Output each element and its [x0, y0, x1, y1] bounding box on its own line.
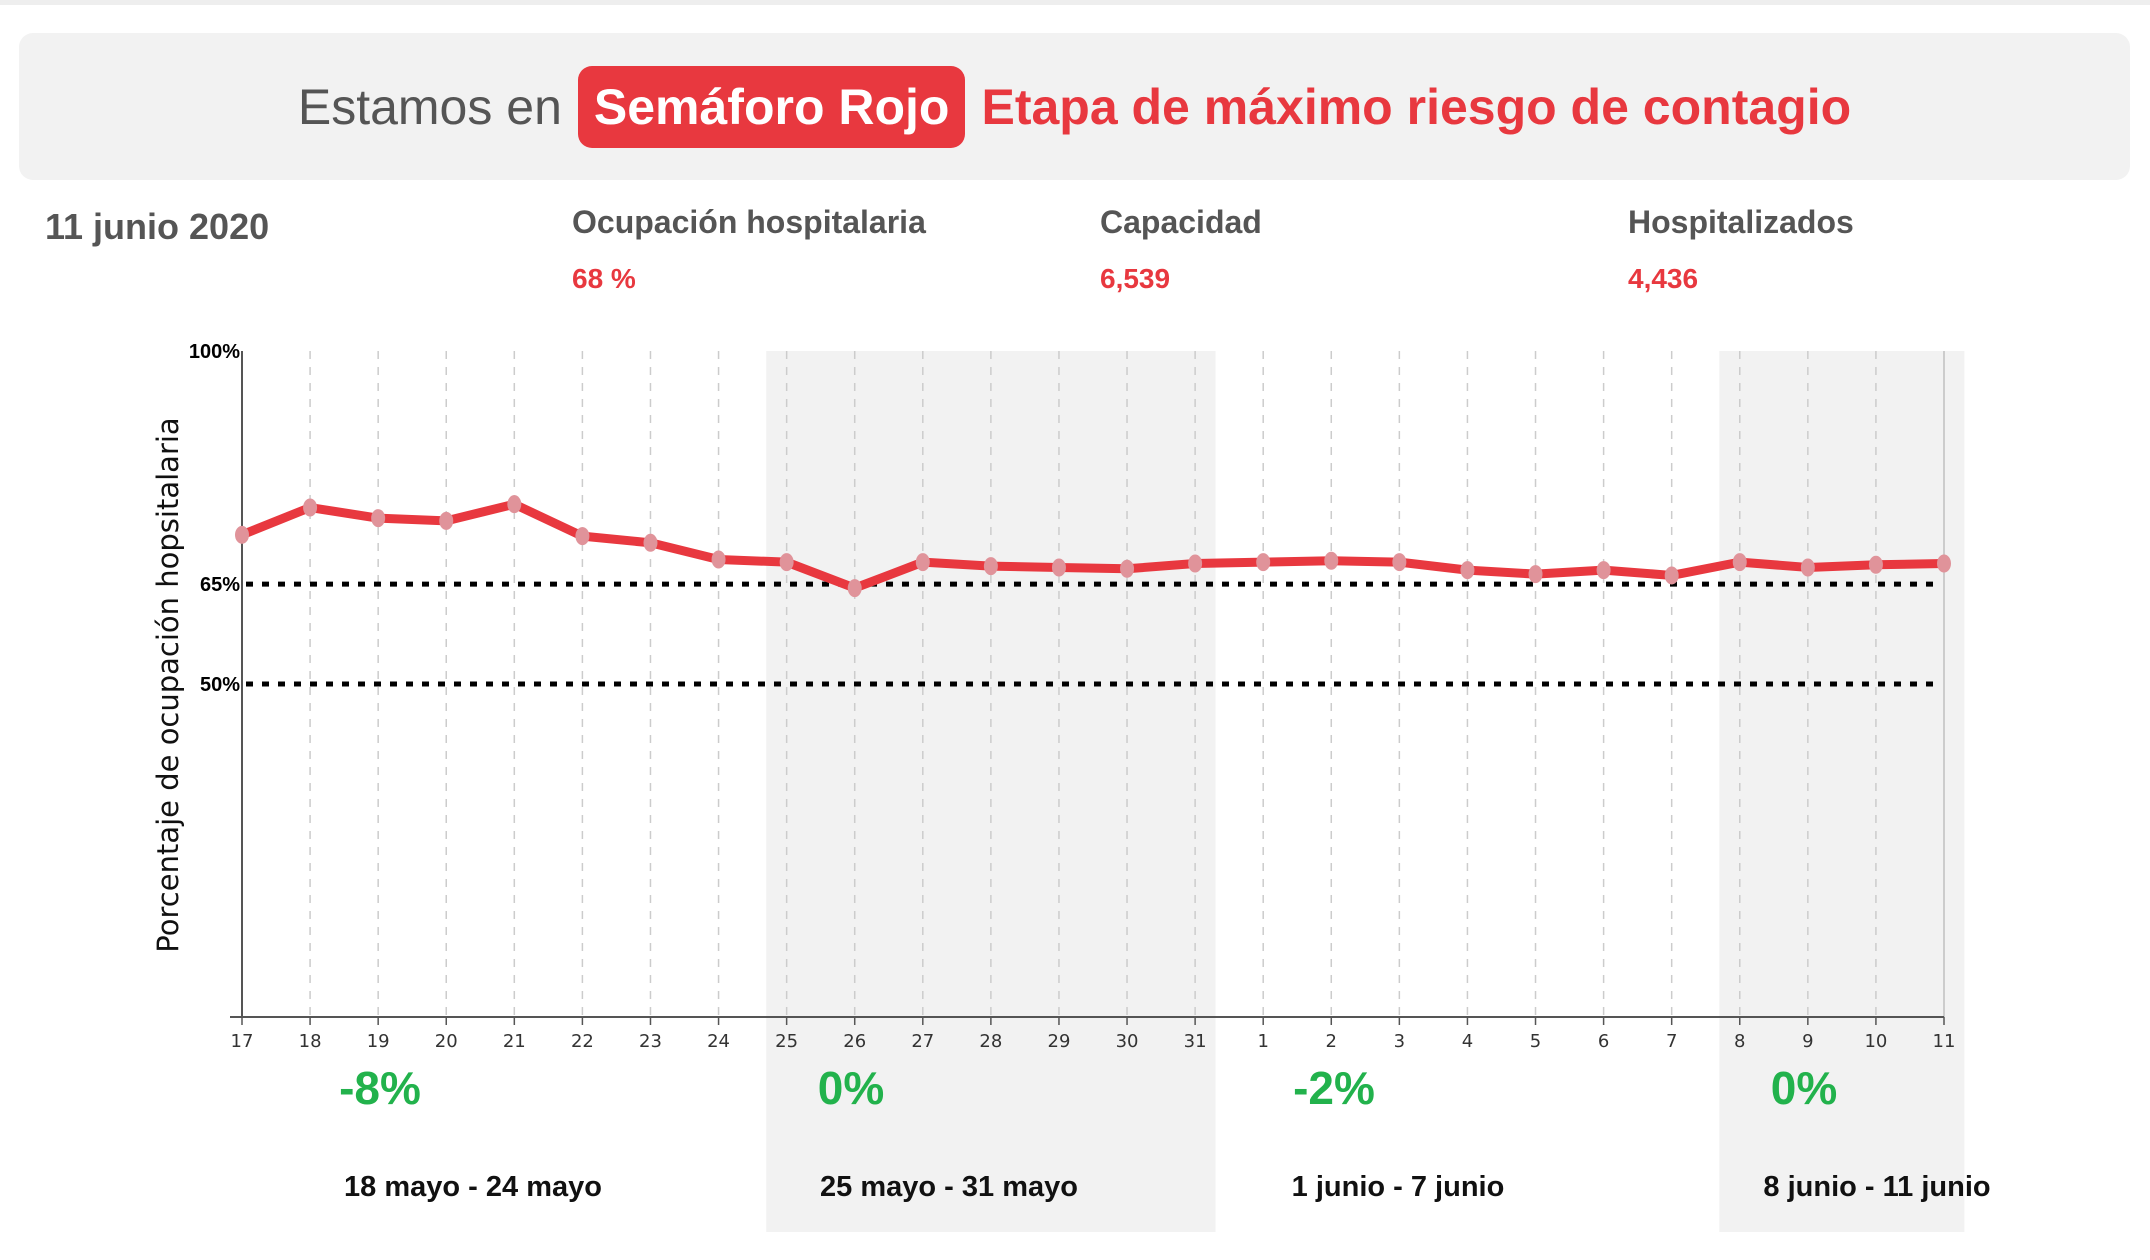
week-change: 0% — [818, 1062, 884, 1114]
data-point — [1120, 559, 1135, 578]
y-tick-label: 50% — [200, 674, 240, 696]
x-tick-label: 23 — [639, 1031, 662, 1052]
banner-stage: Etapa de máximo riesgo de contagio — [981, 78, 1852, 135]
x-tick-label: 20 — [435, 1031, 458, 1052]
week-label: 18 mayo - 24 mayo — [344, 1171, 602, 1203]
occupancy-line — [240, 499, 1945, 593]
data-point — [1596, 561, 1611, 580]
data-point — [1188, 554, 1203, 573]
x-tick-label: 22 — [571, 1031, 594, 1052]
y-axis-label: Porcentaje de ocupación hopsitalaria — [151, 417, 185, 952]
data-point — [575, 527, 590, 546]
x-tick-label: 21 — [503, 1031, 526, 1052]
data-point — [1256, 553, 1271, 572]
week-label: 25 mayo - 31 mayo — [820, 1171, 1078, 1203]
data-point — [1868, 555, 1883, 574]
y-tick-label: 100% — [189, 341, 240, 363]
x-tick-label: 8 — [1734, 1031, 1745, 1052]
x-tick-label: 9 — [1802, 1031, 1813, 1052]
stat-value: 68 % — [572, 263, 636, 294]
week-change: 0% — [1771, 1062, 1837, 1114]
x-tick-label: 5 — [1530, 1031, 1541, 1052]
stat-label: Ocupación hospitalaria — [572, 204, 926, 240]
data-point — [1664, 566, 1679, 585]
stat-label: Hospitalizados — [1628, 204, 1854, 240]
x-tick-label: 31 — [1184, 1031, 1207, 1052]
week-change: -2% — [1293, 1062, 1375, 1114]
data-point — [1324, 551, 1339, 570]
report-date: 11 junio 2020 — [45, 206, 270, 247]
data-point — [1732, 553, 1747, 572]
data-point — [847, 579, 862, 598]
x-tick-label: 24 — [707, 1031, 730, 1052]
week-band — [1719, 351, 1965, 1232]
data-point — [983, 557, 998, 576]
x-tick-label: 1 — [1257, 1031, 1268, 1052]
x-tick-label: 28 — [979, 1031, 1002, 1052]
data-point — [1051, 558, 1066, 577]
data-point — [1528, 565, 1543, 584]
stat-value: 6,539 — [1100, 263, 1171, 294]
x-tick-label: 2 — [1326, 1031, 1337, 1052]
x-tick-label: 29 — [1048, 1031, 1071, 1052]
data-point — [439, 511, 454, 530]
data-point — [711, 550, 726, 569]
status-banner: Estamos en Semáforo Rojo Etapa de máximo… — [19, 33, 2130, 180]
banner-prefix: Estamos en — [297, 78, 562, 135]
stat-capacidad: Capacidad 6,539 — [1100, 204, 1262, 295]
x-tick-label: 25 — [775, 1031, 798, 1052]
stat-ocupacion: Ocupación hospitalaria 68 % — [572, 204, 926, 295]
stat-value: 4,436 — [1628, 263, 1699, 294]
x-tick-label: 6 — [1598, 1031, 1609, 1052]
data-point — [371, 509, 386, 528]
x-tick-label: 4 — [1462, 1031, 1473, 1052]
x-tick-label: 26 — [843, 1031, 866, 1052]
x-tick-label: 10 — [1864, 1031, 1887, 1052]
x-tick-label: 3 — [1394, 1031, 1405, 1052]
x-tick-label: 17 — [231, 1031, 254, 1052]
semaforo-badge: Semáforo Rojo — [577, 65, 966, 148]
x-tick-label: 30 — [1116, 1031, 1139, 1052]
week-label: 1 junio - 7 junio — [1292, 1171, 1505, 1203]
week-change: -8% — [339, 1062, 421, 1114]
data-point — [303, 498, 318, 517]
data-point — [779, 553, 794, 572]
data-point — [507, 495, 522, 514]
data-point — [915, 553, 930, 572]
data-point — [1937, 554, 1951, 573]
data-point — [1392, 553, 1407, 572]
x-tick-label: 18 — [299, 1031, 322, 1052]
stat-label: Capacidad — [1100, 204, 1262, 240]
data-point — [1460, 561, 1475, 580]
data-point — [235, 525, 249, 544]
x-tick-label: 11 — [1933, 1031, 1956, 1052]
stat-hospitalizados: Hospitalizados 4,436 — [1628, 204, 1854, 295]
week-label: 8 junio - 11 junio — [1763, 1171, 1990, 1203]
x-tick-label: 7 — [1666, 1031, 1677, 1052]
data-point — [643, 533, 658, 552]
y-tick-label: 65% — [200, 574, 240, 596]
x-tick-label: 19 — [367, 1031, 390, 1052]
top-divider — [0, 0, 2150, 5]
x-tick-label: 27 — [911, 1031, 934, 1052]
data-point — [1800, 558, 1815, 577]
